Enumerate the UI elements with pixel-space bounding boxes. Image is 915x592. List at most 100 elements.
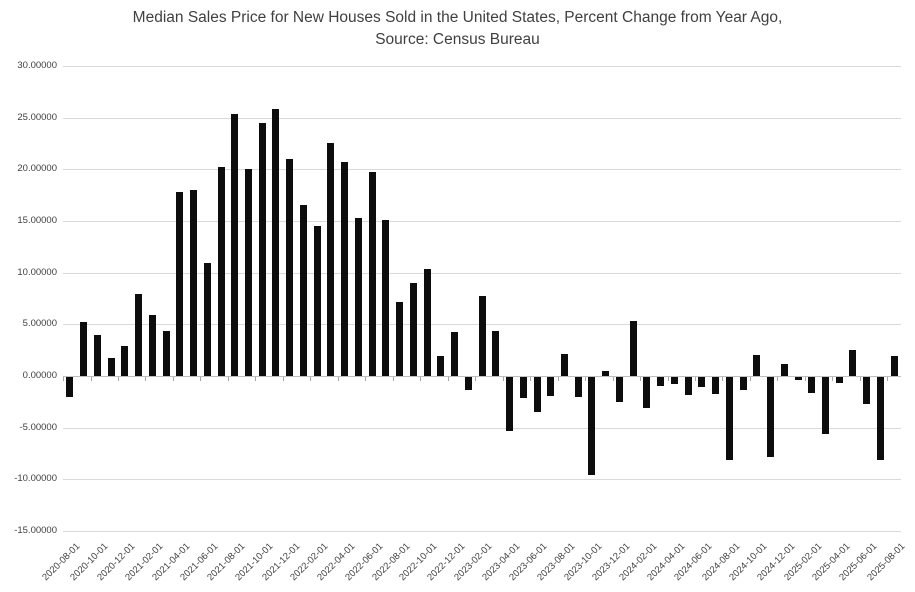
axis-tick xyxy=(832,377,834,381)
chart-title-line2: Source: Census Bureau xyxy=(375,30,540,48)
bar xyxy=(698,377,706,388)
bar xyxy=(148,315,156,376)
bar xyxy=(684,377,692,395)
bar xyxy=(794,377,802,381)
y-axis-label: 0.00000 xyxy=(22,370,57,381)
chart-title: Median Sales Price for New Houses Sold i… xyxy=(0,7,915,50)
bar xyxy=(506,377,513,431)
y-axis-label: 15.00000 xyxy=(17,215,57,226)
gridline xyxy=(63,427,901,429)
bar xyxy=(574,377,582,397)
gridline xyxy=(63,531,901,532)
axis-tick xyxy=(859,377,861,381)
gridline xyxy=(63,272,901,274)
bar xyxy=(286,159,294,376)
bar xyxy=(382,220,390,376)
bar xyxy=(492,330,500,376)
axis-tick xyxy=(557,377,559,381)
bar xyxy=(560,354,568,376)
bar xyxy=(863,377,871,404)
axis-tick xyxy=(804,377,806,381)
bar xyxy=(327,142,335,376)
bar xyxy=(121,346,129,376)
bar xyxy=(231,113,239,376)
axis-tick xyxy=(530,377,532,381)
gridline xyxy=(63,479,901,481)
axis-tick xyxy=(392,377,394,381)
axis-tick xyxy=(502,377,504,381)
bar xyxy=(890,356,898,376)
bar xyxy=(849,350,857,376)
bar xyxy=(739,377,747,391)
gridline xyxy=(63,66,901,67)
axis-tick xyxy=(227,377,229,381)
bar xyxy=(93,334,101,376)
bar xyxy=(135,294,143,376)
axis-tick xyxy=(667,377,669,381)
bar xyxy=(272,109,280,376)
bar xyxy=(615,377,623,402)
axis-tick xyxy=(420,377,422,381)
axis-tick xyxy=(172,377,174,381)
axis-tick xyxy=(585,377,586,381)
bar xyxy=(835,377,843,384)
bar xyxy=(767,377,774,457)
bar xyxy=(519,377,527,398)
bar xyxy=(629,321,637,376)
bar xyxy=(258,122,266,376)
axis-tick xyxy=(447,377,449,381)
axis-tick xyxy=(475,377,477,381)
bar xyxy=(780,363,788,376)
axis-tick xyxy=(310,377,312,381)
axis-tick xyxy=(887,377,889,381)
bar xyxy=(396,301,404,376)
axis-tick xyxy=(640,377,641,381)
y-axis-label: 5.00000 xyxy=(22,318,57,330)
axis-tick xyxy=(255,377,257,381)
bar xyxy=(341,162,349,376)
y-axis-label: -15.00000 xyxy=(14,525,57,536)
bar xyxy=(533,377,541,413)
y-axis-label: 20.00000 xyxy=(17,163,57,175)
bar xyxy=(245,169,252,376)
axis-tick xyxy=(365,377,367,381)
axis-tick xyxy=(337,377,339,381)
bar xyxy=(176,192,184,376)
bar xyxy=(368,172,376,376)
bar xyxy=(876,377,884,460)
axis-tick xyxy=(145,377,147,381)
bar xyxy=(354,217,362,376)
bar xyxy=(437,356,445,376)
axis-tick xyxy=(749,377,751,381)
bar xyxy=(423,268,431,376)
bar xyxy=(451,331,458,376)
axis-tick xyxy=(612,377,614,381)
axis-tick xyxy=(118,377,119,381)
bar xyxy=(588,377,596,476)
bar xyxy=(299,204,307,376)
bar xyxy=(162,330,170,376)
bar xyxy=(808,377,816,393)
axis-tick xyxy=(282,377,284,381)
y-axis-label: 25.00000 xyxy=(17,111,57,123)
bar xyxy=(80,322,88,376)
bar xyxy=(602,370,610,376)
bar xyxy=(464,377,472,391)
y-axis-label: 10.00000 xyxy=(17,266,57,278)
bar xyxy=(657,377,665,387)
axis-tick xyxy=(694,377,696,381)
bar xyxy=(712,377,719,394)
bar xyxy=(478,296,486,376)
bar xyxy=(66,377,74,397)
axis-tick xyxy=(63,377,64,381)
axis-tick xyxy=(777,377,779,381)
axis-tick xyxy=(200,377,202,381)
bar xyxy=(217,167,225,376)
bar xyxy=(409,283,417,376)
gridline xyxy=(63,117,901,119)
x-axis-zero-line xyxy=(63,376,901,377)
chart-title-line1: Median Sales Price for New Houses Sold i… xyxy=(132,9,783,26)
bar xyxy=(203,263,211,376)
y-axis-label: -10.00000 xyxy=(14,473,57,485)
